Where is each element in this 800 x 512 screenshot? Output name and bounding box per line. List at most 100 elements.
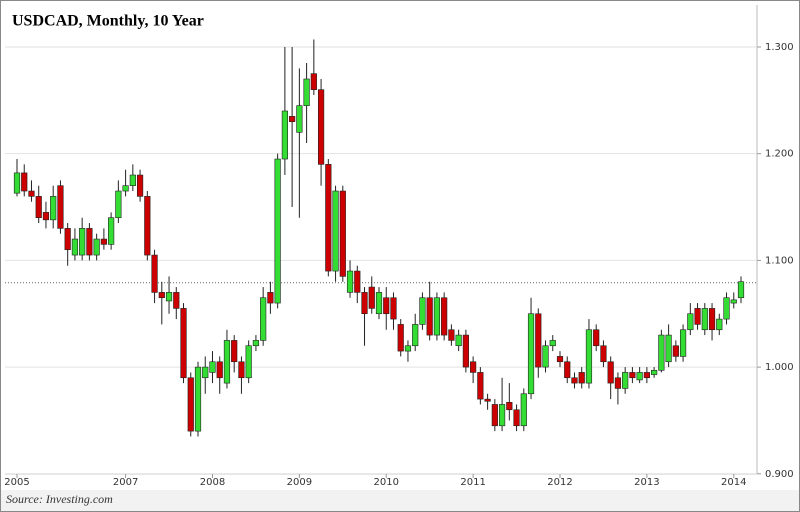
candle-body <box>614 377 622 389</box>
candle-body <box>498 404 506 427</box>
candle-body <box>556 356 564 363</box>
candle-body <box>209 361 216 373</box>
y-tick-label: 1.300 <box>765 42 794 53</box>
candle-body <box>643 372 650 379</box>
candle-body <box>129 174 136 186</box>
candle-body <box>231 340 238 363</box>
candle-body <box>325 164 332 272</box>
candle-body <box>71 238 79 256</box>
x-tick-label: 2013 <box>634 477 659 488</box>
candle-body <box>513 409 520 427</box>
candle-body <box>223 340 231 384</box>
candle-body <box>79 228 86 256</box>
candle-body <box>151 254 158 293</box>
candle-body <box>274 158 281 304</box>
candle-body <box>310 73 317 90</box>
candle-body <box>64 228 71 251</box>
candle-body <box>245 345 252 379</box>
candle-body <box>354 270 361 293</box>
candle-body <box>419 297 426 325</box>
candle-body <box>441 297 448 336</box>
candle-body <box>636 372 643 381</box>
candle-body <box>187 377 194 432</box>
candle-body <box>651 369 658 375</box>
candle-body <box>687 313 694 331</box>
x-tick-label: 2014 <box>721 477 746 488</box>
candle-body <box>86 228 93 256</box>
candle-body <box>252 340 260 347</box>
candle-body <box>477 372 484 400</box>
candle-body <box>289 116 296 122</box>
candle-body <box>238 361 245 379</box>
candle-body <box>136 174 144 197</box>
candle-body <box>296 105 303 133</box>
candle-body <box>28 190 35 197</box>
candle-body <box>57 185 64 229</box>
source: Source: Investing.com <box>6 492 113 506</box>
candle-body <box>585 329 593 384</box>
candle-body <box>165 292 173 302</box>
candle-body <box>158 292 165 299</box>
candle-body <box>730 299 737 304</box>
candle-body <box>368 286 375 309</box>
footer <box>1 490 799 511</box>
candle-body <box>332 190 339 272</box>
candle-body <box>180 308 187 379</box>
candle-body <box>267 292 274 304</box>
candle-body <box>694 308 701 325</box>
candle-body <box>455 334 462 347</box>
candle-body <box>375 292 383 315</box>
candle-body <box>593 329 600 347</box>
candle-body <box>122 185 129 192</box>
candle-body <box>723 297 730 320</box>
candle-body <box>571 377 578 384</box>
x-tick-label: 2009 <box>287 477 312 488</box>
y-tick-label: 1.200 <box>765 149 794 160</box>
candle-body <box>542 345 549 368</box>
y-tick-label: 0.900 <box>765 469 794 480</box>
candle-body <box>622 372 629 389</box>
candle-body <box>564 361 571 379</box>
candle-body <box>679 329 687 357</box>
candle-body <box>346 270 354 293</box>
chart-title: USDCAD, Monthly, 10 Year <box>12 13 204 30</box>
candle-body <box>144 196 151 256</box>
candle-body <box>527 313 535 395</box>
y-tick-label: 1.100 <box>765 255 794 266</box>
candle-body <box>629 372 636 379</box>
candle-body <box>115 190 122 219</box>
x-tick-label: 2011 <box>460 477 485 488</box>
candle-body <box>535 313 542 368</box>
candle-body <box>390 297 397 320</box>
candle-body <box>202 366 209 379</box>
candle-body <box>520 393 527 427</box>
x-tick-label: 2005 <box>4 477 29 488</box>
candle-body <box>194 366 202 432</box>
candle-body <box>383 297 390 315</box>
x-tick-label: 2010 <box>374 477 399 488</box>
candle-body <box>404 345 412 352</box>
candle-body <box>462 334 469 368</box>
candle-body <box>412 324 419 347</box>
candle-body <box>716 318 723 331</box>
x-tick-label: 2008 <box>200 477 225 488</box>
candle-body <box>672 345 679 357</box>
candle-body <box>216 361 223 379</box>
candle-body <box>397 324 404 352</box>
candle-body <box>35 196 42 219</box>
candle-body <box>303 78 310 106</box>
candle-body <box>484 398 491 402</box>
candle-body <box>21 172 28 192</box>
candle-body <box>100 238 107 245</box>
candle-body <box>701 308 708 331</box>
candle-body <box>737 281 745 299</box>
candle-body <box>708 308 716 331</box>
candle-body <box>260 297 267 341</box>
x-tick-label: 2012 <box>547 477 572 488</box>
candle-body <box>361 292 368 315</box>
candle-body <box>491 404 498 427</box>
candle-body <box>173 292 180 309</box>
